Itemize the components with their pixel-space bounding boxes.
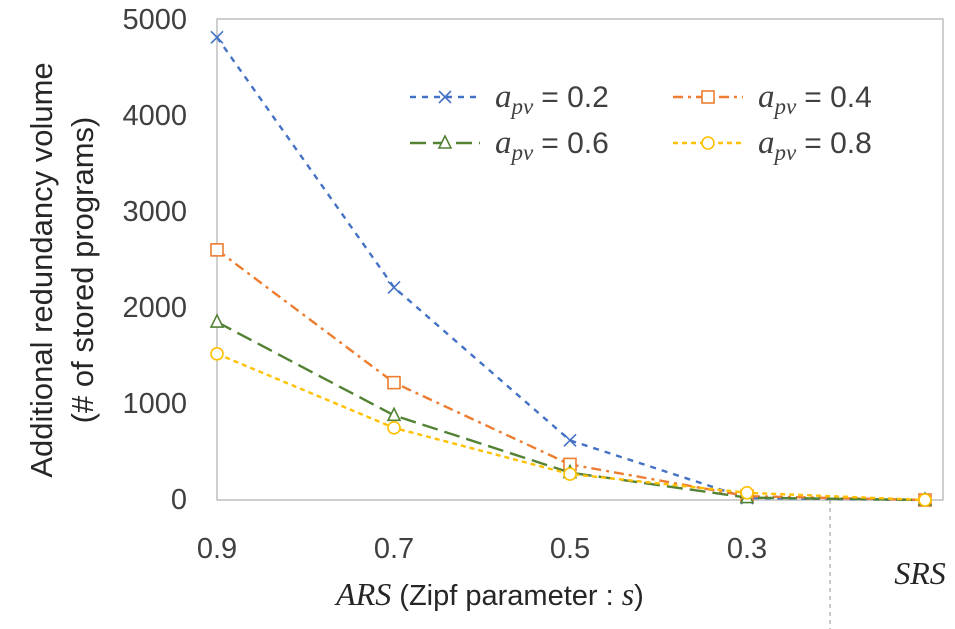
x-tick-label: 0.9 (197, 533, 237, 565)
x-axis-label-text: (Zipf parameter : (391, 580, 621, 612)
legend-label: apv = 0.6 (495, 125, 609, 165)
data-point-marker (387, 280, 401, 294)
y-tick-label: 4000 (122, 100, 187, 132)
series-layer (209, 30, 933, 507)
y-tick-labels: 0 1000 2000 3000 4000 5000 (122, 4, 187, 516)
series-line (216, 320, 926, 502)
data-point-marker (209, 313, 225, 328)
legend-param: a (495, 125, 512, 161)
x-tick-label-srs: SRS (894, 555, 946, 591)
legend-label: apv = 0.2 (495, 79, 609, 119)
legend-param-sub: pv (510, 94, 535, 119)
data-point-marker (740, 485, 754, 500)
data-point-marker (210, 346, 224, 361)
legend-item: apv = 0.8 (673, 125, 872, 165)
legend-marker (437, 134, 453, 149)
x-axis-label: ARS (Zipf parameter : s) (334, 576, 644, 612)
y-axis-label-line-2: (# of stored programs) (65, 117, 100, 424)
data-point-marker (210, 30, 224, 44)
legend-item: apv = 0.4 (673, 79, 872, 119)
data-point-marker (563, 467, 577, 481)
legend-param-sub: pv (510, 140, 535, 165)
plot-frame (216, 18, 944, 501)
legend-marker (701, 90, 715, 104)
y-tick-label: 2000 (122, 292, 187, 324)
legend-item: apv = 0.6 (410, 125, 609, 165)
legend-param: a (495, 79, 512, 115)
data-point-marker (210, 243, 224, 257)
legend-marker (701, 136, 715, 150)
legend-value: = 0.2 (541, 81, 609, 114)
data-point-marker (386, 406, 402, 422)
x-axis-label-prefix: ARS (334, 576, 391, 612)
x-axis-label-var: s (622, 576, 634, 612)
legend-param-sub: pv (773, 140, 798, 165)
legend-label: apv = 0.8 (758, 125, 872, 165)
y-axis-label-line-1: Additional redundancy volume (24, 62, 59, 477)
legend-value: = 0.4 (804, 81, 872, 114)
legend-value: = 0.8 (804, 127, 872, 160)
legend-item: apv = 0.2 (410, 79, 609, 119)
x-tick-label: 0.3 (727, 533, 767, 565)
data-point-marker (387, 421, 401, 435)
legend-param-sub: pv (773, 94, 798, 119)
y-axis-label: Additional redundancy volume (# of store… (24, 62, 100, 477)
y-tick-label: 0 (171, 484, 187, 516)
x-tick-label: 0.7 (374, 533, 414, 565)
y-tick-label: 5000 (122, 4, 187, 36)
data-point-marker (563, 433, 577, 447)
series-4 (210, 346, 932, 507)
x-tick-labels: 0.9 0.7 0.5 0.3 (197, 533, 767, 565)
legend-label: apv = 0.4 (758, 79, 872, 119)
data-point-marker (918, 493, 932, 507)
data-point-marker (387, 375, 401, 390)
legend-param: a (758, 125, 775, 161)
y-tick-label: 3000 (122, 196, 187, 228)
y-tick-label: 1000 (122, 388, 187, 420)
legend-param: a (758, 79, 775, 115)
x-tick-label: 0.5 (550, 533, 590, 565)
x-axis-label-suffix: ) (634, 580, 644, 612)
legend-marker (438, 90, 452, 104)
legend-value: = 0.6 (541, 127, 609, 160)
